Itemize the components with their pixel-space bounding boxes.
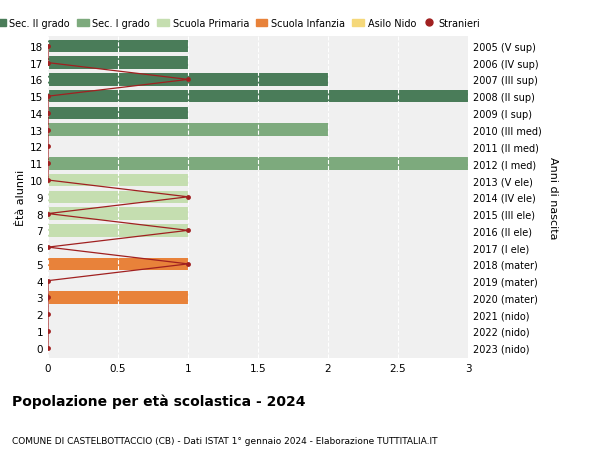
Bar — [48, 174, 188, 187]
Bar — [48, 74, 328, 86]
Bar — [48, 291, 188, 304]
Bar — [48, 224, 188, 237]
Bar — [48, 157, 468, 170]
Bar — [48, 258, 188, 271]
Legend: Sec. II grado, Sec. I grado, Scuola Primaria, Scuola Infanzia, Asilo Nido, Stran: Sec. II grado, Sec. I grado, Scuola Prim… — [0, 19, 480, 28]
Text: COMUNE DI CASTELBOTTACCIO (CB) - Dati ISTAT 1° gennaio 2024 - Elaborazione TUTTI: COMUNE DI CASTELBOTTACCIO (CB) - Dati IS… — [12, 436, 437, 445]
Bar — [48, 191, 188, 204]
Bar — [48, 91, 468, 103]
Text: Popolazione per età scolastica - 2024: Popolazione per età scolastica - 2024 — [12, 394, 305, 409]
Bar — [48, 107, 188, 120]
Y-axis label: Anni di nascita: Anni di nascita — [548, 156, 558, 239]
Bar — [48, 124, 328, 137]
Bar — [48, 40, 188, 53]
Bar — [48, 57, 188, 70]
Bar — [48, 208, 188, 220]
Y-axis label: Ètà alunni: Ètà alunni — [16, 169, 26, 225]
